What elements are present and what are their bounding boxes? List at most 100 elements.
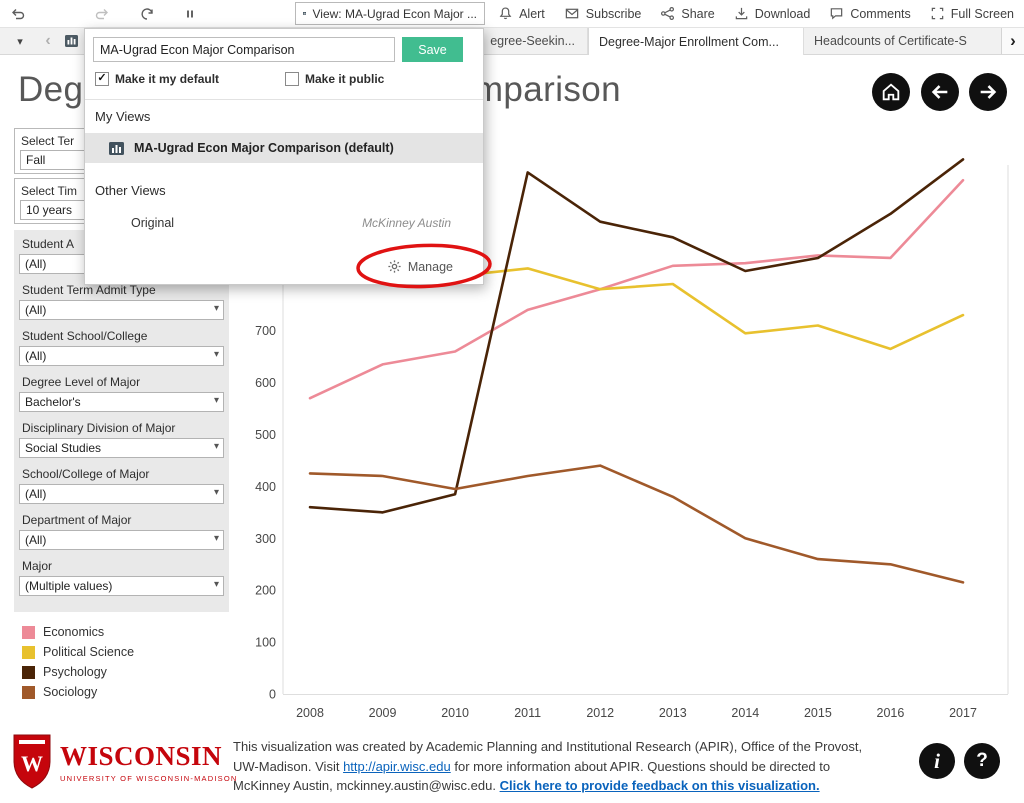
series-line-sociology[interactable] xyxy=(308,464,965,584)
y-tick-label: 700 xyxy=(255,324,276,338)
info-icon: i xyxy=(934,748,940,773)
info-button[interactable]: i xyxy=(919,743,955,779)
download-button[interactable]: Download xyxy=(734,6,810,21)
back-button[interactable] xyxy=(921,73,959,111)
y-tick-label: 200 xyxy=(255,584,276,598)
tab-list-caret-icon[interactable]: ▾ xyxy=(17,35,23,48)
tab-headcounts-certificate[interactable]: Headcounts of Certificate-S xyxy=(804,28,1002,54)
subscribe-button[interactable]: Subscribe xyxy=(564,6,642,21)
footer-note: This visualization was created by Academ… xyxy=(233,737,925,796)
legend-swatch xyxy=(22,645,35,659)
undo-icon[interactable] xyxy=(8,4,28,24)
degree-level-dropdown[interactable]: Bachelor's ▾ xyxy=(19,392,224,412)
filter-label: Major xyxy=(22,559,53,573)
series-line-psychology[interactable] xyxy=(308,158,965,514)
student-school-college-dropdown[interactable]: (All) ▾ xyxy=(19,346,224,366)
footer-text: UW-Madison. Visit xyxy=(233,758,344,774)
x-tick-label: 2008 xyxy=(296,706,324,720)
make-default-checkbox[interactable]: ✓ xyxy=(95,72,109,86)
legend-swatch xyxy=(22,625,35,639)
envelope-icon xyxy=(565,8,579,19)
feedback-link[interactable]: Click here to provide feedback on this v… xyxy=(499,778,820,793)
legend-label: Political Science xyxy=(43,645,135,659)
chevron-down-icon: ▾ xyxy=(213,533,219,544)
save-view-button[interactable]: Save xyxy=(402,37,463,62)
legend-label: Psychology xyxy=(43,665,107,679)
footer-text: for more information about APIR. Questio… xyxy=(450,758,831,774)
legend-item-psychology[interactable]: Psychology xyxy=(22,662,134,682)
filter-major: Major (Multiple values) ▾ xyxy=(14,559,229,596)
major-dropdown[interactable]: (Multiple values) ▾ xyxy=(19,576,224,596)
share-icon xyxy=(661,6,675,21)
filter-disciplinary-division: Disciplinary Division of Major Social St… xyxy=(14,421,229,458)
home-button[interactable] xyxy=(872,73,910,111)
top-toolbar: View: MA-Ugrad Econ Major ... Alert Subs… xyxy=(0,0,1024,28)
subscribe-label: Subscribe xyxy=(585,6,642,21)
tab-label: Degree-Major Enrollment Com... xyxy=(599,34,779,49)
comments-button[interactable]: Comments xyxy=(829,6,911,21)
bell-icon xyxy=(499,7,512,20)
bar-chart-icon xyxy=(109,141,124,155)
school-college-of-major-dropdown[interactable]: (All) ▾ xyxy=(19,484,224,504)
dropdown-value: (All) xyxy=(25,487,47,501)
forward-button[interactable] xyxy=(969,73,1007,111)
dropdown-value: (Multiple values) xyxy=(25,579,113,593)
filter-school-college-of-major: School/College of Major (All) ▾ xyxy=(14,467,229,504)
sheet-tab-icon[interactable] xyxy=(60,28,82,54)
footer-line1: This visualization was created by Academ… xyxy=(233,739,863,754)
original-view-item: Original McKinney Austin xyxy=(85,211,483,235)
share-button[interactable]: Share xyxy=(660,6,715,21)
legend-item-sociology[interactable]: Sociology xyxy=(22,682,134,702)
apir-link[interactable]: http://apir.wisc.edu xyxy=(343,758,451,774)
fullscreen-button[interactable]: Full Screen xyxy=(930,6,1014,21)
uw-crest-icon: W xyxy=(13,734,51,789)
my-views-heading: My Views xyxy=(95,109,151,124)
x-tick-label: 2015 xyxy=(804,706,832,720)
home-icon xyxy=(882,83,900,101)
y-tick-label: 500 xyxy=(255,428,276,442)
revert-icon[interactable] xyxy=(137,4,157,24)
tab-label: Headcounts of Certificate-S xyxy=(814,34,967,48)
make-public-checkbox[interactable] xyxy=(285,72,299,86)
disciplinary-division-dropdown[interactable]: Social Studies ▾ xyxy=(19,438,224,458)
other-views-heading: Other Views xyxy=(95,183,166,198)
comments-label: Comments xyxy=(850,6,911,21)
manage-label: Manage xyxy=(407,259,453,274)
divider xyxy=(85,99,483,100)
manage-views-button[interactable]: Manage xyxy=(387,259,453,274)
department-of-major-dropdown[interactable]: (All) ▾ xyxy=(19,530,224,550)
legend-label: Economics xyxy=(43,625,105,639)
dropdown-value: 10 years xyxy=(26,203,73,217)
tab-label: egree-Seekin... xyxy=(490,34,575,48)
tab-degree-major-enrollment[interactable]: Degree-Major Enrollment Com... xyxy=(588,28,804,55)
legend-item-economics[interactable]: Economics xyxy=(22,622,134,642)
share-label: Share xyxy=(681,6,715,21)
legend: Economics Political Science Psychology Soci… xyxy=(22,622,134,702)
previous-tab-button[interactable]: ‹ xyxy=(45,32,51,49)
student-term-admit-type-dropdown[interactable]: (All) ▾ xyxy=(19,300,224,320)
arrow-right-icon xyxy=(980,85,997,99)
x-tick-label: 2009 xyxy=(369,706,397,720)
check-icon: ✓ xyxy=(97,72,107,84)
x-tick-label: 2012 xyxy=(586,706,614,720)
chevron-down-icon: ▾ xyxy=(213,303,219,314)
filter-degree-level: Degree Level of Major Bachelor's ▾ xyxy=(14,375,229,412)
filter-label: Department of Major xyxy=(22,513,132,527)
filter-label: Select Tim xyxy=(21,184,78,198)
series-line-economics[interactable] xyxy=(308,178,965,400)
default-view-item[interactable]: MA-Ugrad Econ Major Comparison (default) xyxy=(85,133,483,163)
redo-icon[interactable] xyxy=(92,4,112,24)
x-tick-label: 2014 xyxy=(731,706,759,720)
pause-icon[interactable] xyxy=(180,4,200,24)
x-tick-label: 2011 xyxy=(514,706,541,720)
help-button[interactable]: ? xyxy=(964,743,1000,779)
view-menu-button[interactable]: View: MA-Ugrad Econ Major ... xyxy=(295,2,485,25)
alert-button[interactable]: Alert xyxy=(498,6,545,21)
filter-panel: Student A (All) ▾ Student Term Admit Typ… xyxy=(14,230,229,612)
y-tick-label: 100 xyxy=(255,636,276,650)
view-name-input[interactable] xyxy=(93,37,395,62)
svg-text:W: W xyxy=(21,751,43,776)
legend-item-political-science[interactable]: Political Science xyxy=(22,642,134,662)
original-view-label[interactable]: Original xyxy=(131,216,175,230)
next-tab-button[interactable]: › xyxy=(1001,28,1024,54)
